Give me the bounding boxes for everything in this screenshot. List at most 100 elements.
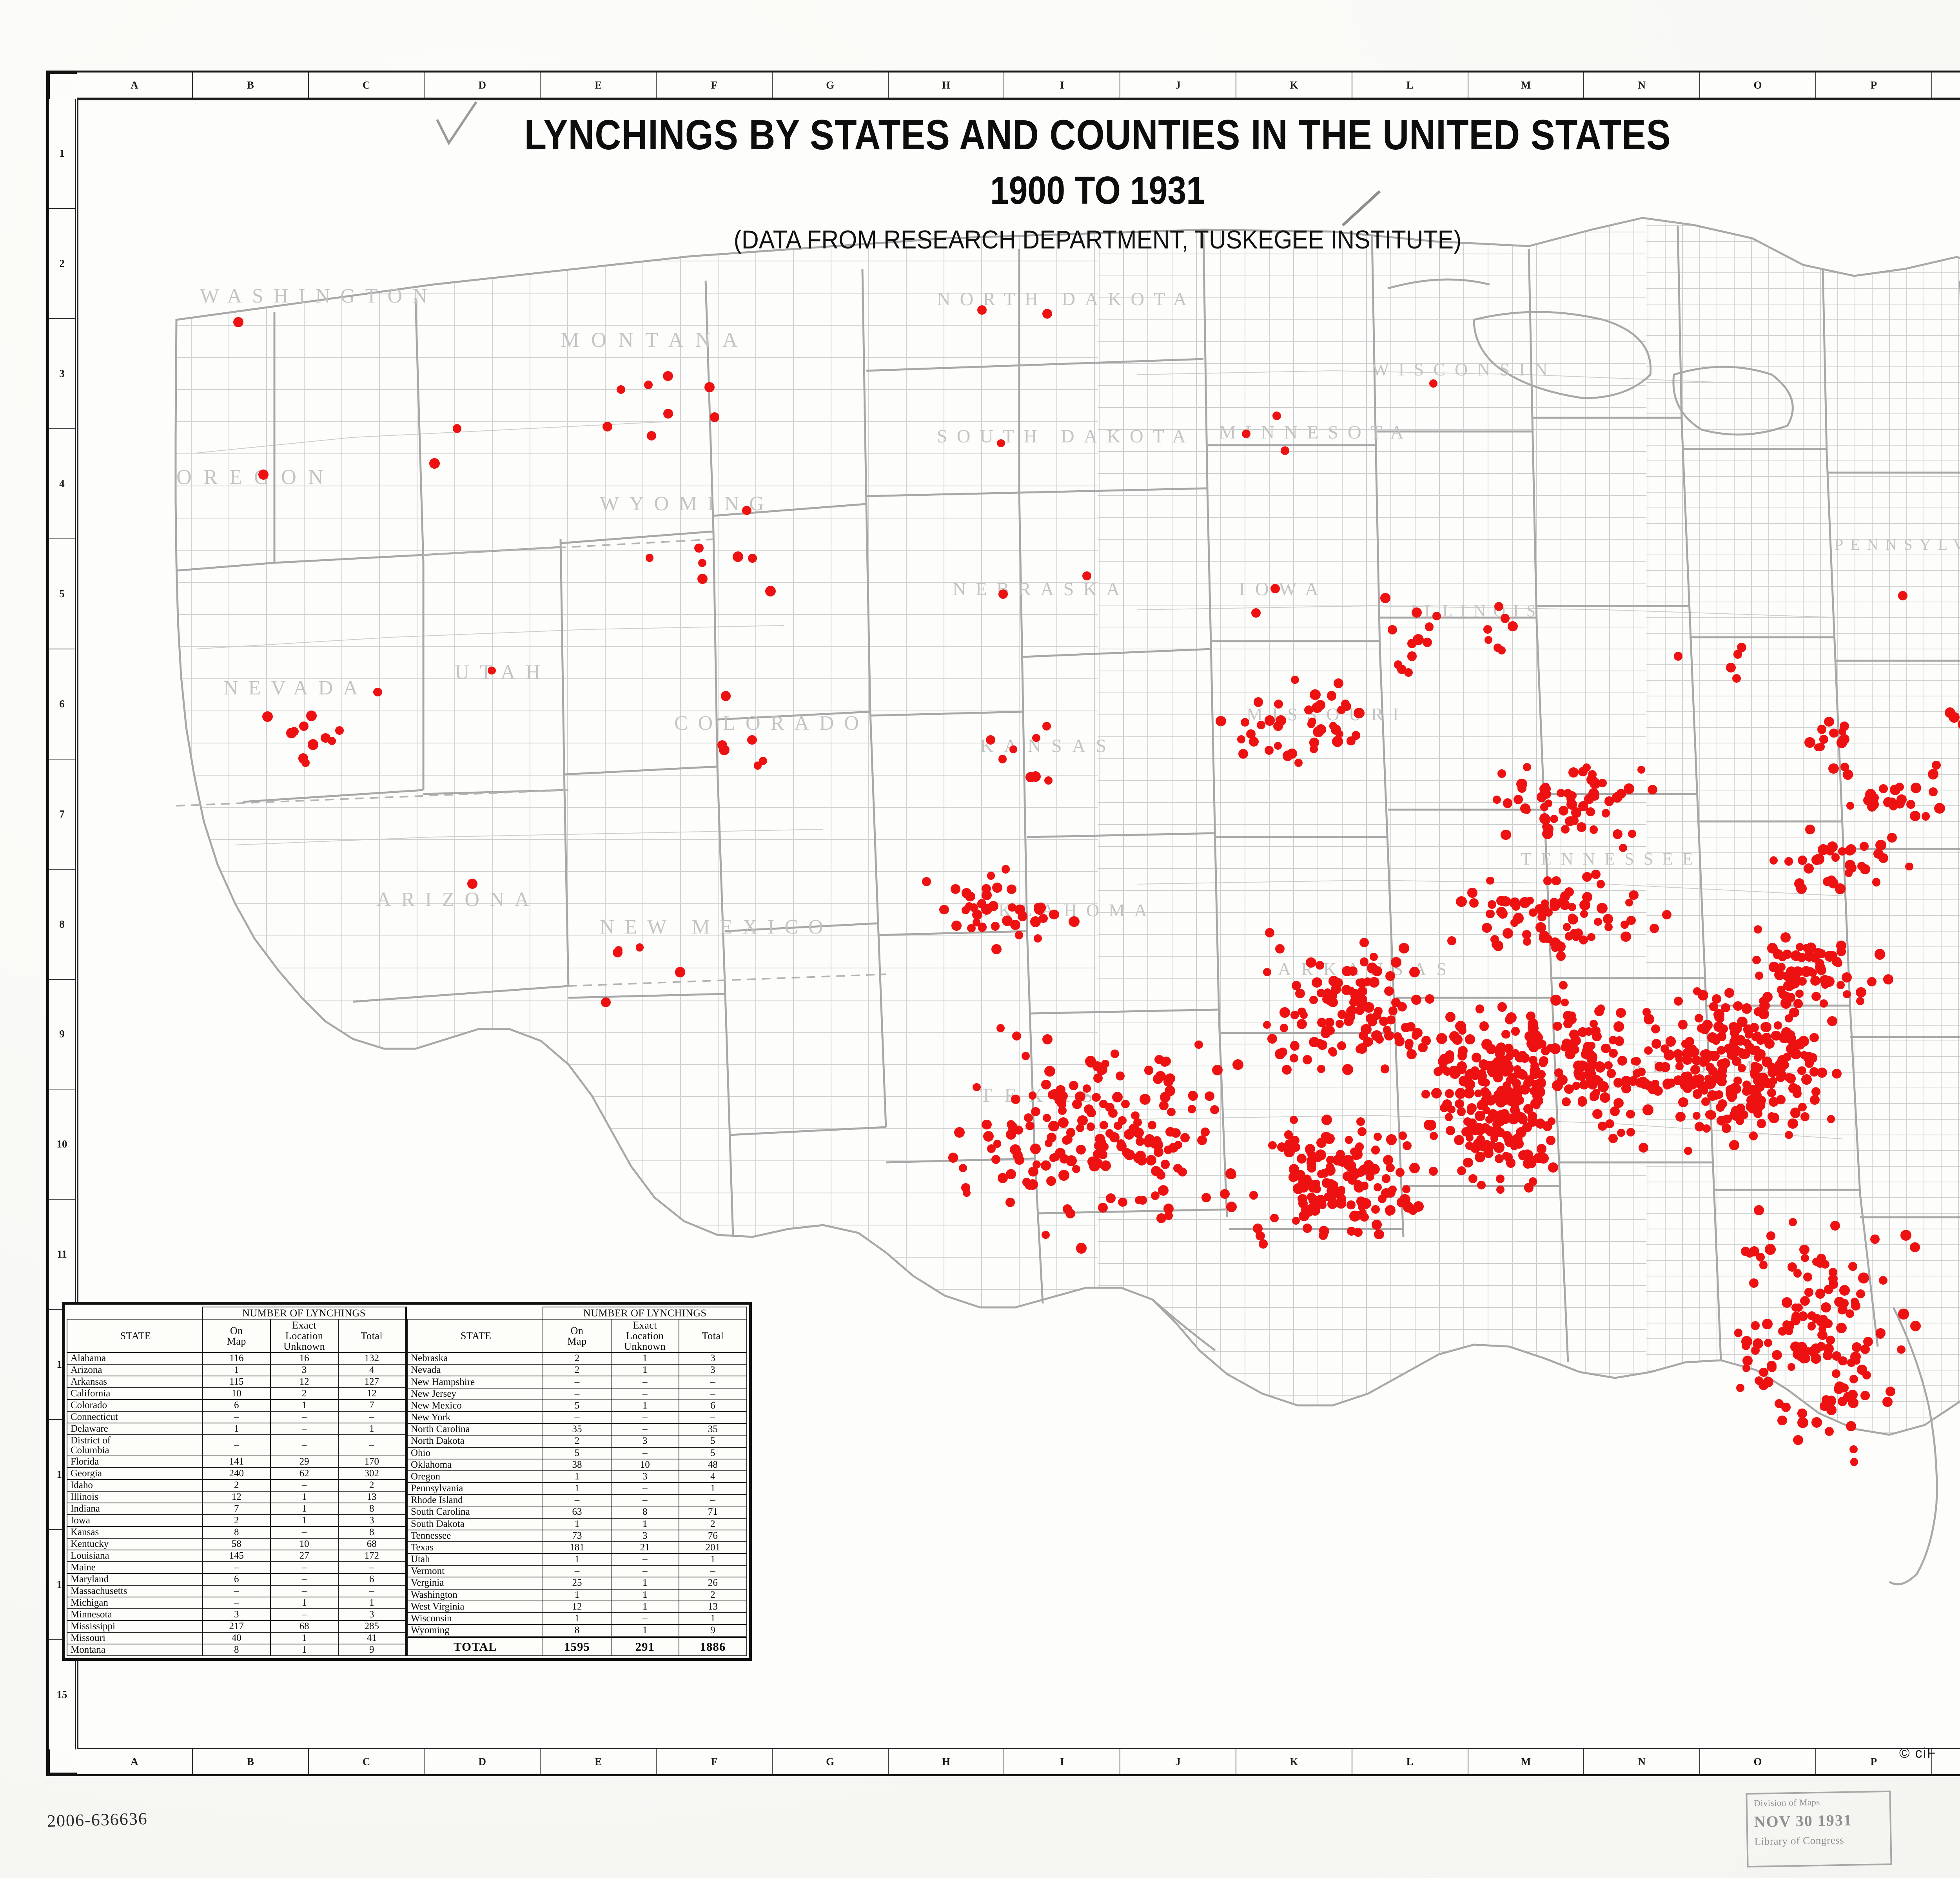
margin-index-row-7: 7 bbox=[49, 760, 75, 870]
table-row[interactable]: Colorado 6 1 7 bbox=[67, 1399, 407, 1412]
cell-on-map: 12 bbox=[543, 1600, 612, 1613]
cell-total: 2 bbox=[678, 1517, 748, 1530]
table-row[interactable]: Maine – – – bbox=[67, 1561, 407, 1574]
cell-total: 3 bbox=[338, 1608, 407, 1621]
table-row[interactable]: Utah 1–1 bbox=[407, 1553, 748, 1566]
cartouche-company-name: AMERICAN MAP COMPANY bbox=[1936, 1338, 1960, 1356]
cell-state: Louisiana bbox=[67, 1550, 203, 1563]
table-row[interactable]: North Carolina 35–35 bbox=[407, 1423, 748, 1436]
table-row[interactable]: Arizona 1 3 4 bbox=[67, 1364, 407, 1377]
table-row[interactable]: Mississippi 217 68 285 bbox=[67, 1620, 407, 1633]
table-row[interactable]: Nebraska 2 1 3 bbox=[407, 1352, 748, 1365]
loc-division-line: Division of Maps bbox=[1753, 1797, 1820, 1808]
cell-unknown: 10 bbox=[270, 1538, 339, 1551]
table-row[interactable]: Kentucky 58 10 68 bbox=[67, 1538, 407, 1551]
cell-state: Florida bbox=[67, 1456, 203, 1468]
table-row[interactable]: New York – – – bbox=[407, 1411, 748, 1424]
cell-total: 172 bbox=[338, 1550, 407, 1563]
lynching-statistics-table[interactable]: NUMBER OF LYNCHINGS STATE On Map Exact Lo… bbox=[62, 1302, 752, 1661]
cell-unknown: 21 bbox=[610, 1541, 679, 1554]
table-row[interactable]: Minnesota 3–3 bbox=[67, 1608, 407, 1621]
table-row[interactable]: New Mexico 5 1 6 bbox=[407, 1399, 748, 1412]
table-row[interactable]: West Virginia 12 1 13 bbox=[407, 1600, 748, 1613]
table-row[interactable]: Tennessee 73 3 76 bbox=[407, 1529, 748, 1542]
page-title: LYNCHINGS BY STATES AND COUNTIES IN THE … bbox=[524, 111, 1671, 158]
table-row[interactable]: Georgia 240 62 302 bbox=[67, 1467, 407, 1480]
table-row[interactable]: Kansas 8–8 bbox=[67, 1526, 407, 1539]
table-row[interactable]: Rhode Island – – – bbox=[407, 1494, 748, 1507]
table-row[interactable]: Delaware 1–1 bbox=[67, 1423, 407, 1436]
cell-state: Delaware bbox=[67, 1423, 203, 1436]
cell-unknown: 29 bbox=[270, 1456, 339, 1468]
table-row[interactable]: Nevada 2 1 3 bbox=[407, 1364, 748, 1377]
table-row[interactable]: Michigan –1 1 bbox=[67, 1597, 407, 1610]
cell-state: Massachusetts bbox=[67, 1585, 203, 1598]
cell-on-map: 6 bbox=[202, 1573, 271, 1586]
cell-on-map: 1 bbox=[543, 1553, 612, 1566]
cell-state: Missouri bbox=[67, 1632, 203, 1645]
table-row[interactable]: Idaho 2–2 bbox=[67, 1479, 407, 1492]
cell-total: 12 bbox=[338, 1387, 407, 1400]
cell-total: – bbox=[338, 1434, 407, 1457]
left-col-total: Total bbox=[338, 1319, 407, 1353]
table-row[interactable]: Wisconsin 1–1 bbox=[407, 1612, 748, 1625]
margin-index-col-P: P bbox=[1816, 73, 1932, 98]
table-row[interactable]: Louisiana 145 27 172 bbox=[67, 1550, 407, 1563]
table-row[interactable]: Washington 1 1 2 bbox=[407, 1588, 748, 1601]
table-row[interactable]: Ohio 5–5 bbox=[407, 1447, 748, 1459]
cell-on-map: 8 bbox=[543, 1624, 612, 1637]
cell-state: New Jersey bbox=[407, 1387, 544, 1400]
table-row[interactable]: New Hampshire – – – bbox=[407, 1376, 748, 1389]
table-row[interactable]: Maryland 6–6 bbox=[67, 1573, 407, 1586]
table-row[interactable]: Illinois 12 1 13 bbox=[67, 1491, 407, 1504]
table-row[interactable]: Pennsylvania 1–1 bbox=[407, 1482, 748, 1495]
table-row[interactable]: South Carolina 63 8 71 bbox=[407, 1506, 748, 1519]
margin-index-col-H: H bbox=[889, 1749, 1005, 1774]
table-row[interactable]: California 10 2 12 bbox=[67, 1387, 407, 1400]
cell-total: 4 bbox=[678, 1470, 748, 1483]
cell-unknown: 1 bbox=[270, 1514, 339, 1527]
table-row[interactable]: North Dakota 2 3 5 bbox=[407, 1435, 748, 1448]
table-row[interactable]: Texas 181 21 201 bbox=[407, 1541, 748, 1554]
right-col-state: STATE bbox=[407, 1319, 544, 1353]
table-row[interactable]: South Dakota 1 1 2 bbox=[407, 1517, 748, 1530]
table-row[interactable]: Arkansas 115 12 127 bbox=[67, 1376, 407, 1389]
cell-total: 4 bbox=[338, 1364, 407, 1377]
cell-unknown: 10 bbox=[610, 1458, 679, 1471]
cell-unknown: – bbox=[610, 1376, 679, 1389]
cell-unknown: 1 bbox=[270, 1644, 339, 1657]
cell-on-map: 63 bbox=[543, 1506, 612, 1519]
table-row[interactable]: Oregon 1 3 4 bbox=[407, 1470, 748, 1483]
table-row[interactable]: Montana 8 1 9 bbox=[67, 1644, 407, 1657]
margin-index-col-K: K bbox=[1236, 73, 1352, 98]
table-row[interactable]: Indiana 7 1 8 bbox=[67, 1503, 407, 1515]
cell-unknown: 3 bbox=[270, 1364, 339, 1377]
table-row[interactable]: Florida 141 29 170 bbox=[67, 1456, 407, 1468]
cell-state: Alabama bbox=[67, 1352, 203, 1365]
table-row[interactable]: District of Columbia – – – bbox=[67, 1434, 407, 1457]
table-row[interactable]: Alabama 116 16 132 bbox=[67, 1352, 407, 1365]
table-row[interactable]: Vermont – – – bbox=[407, 1565, 748, 1578]
cell-state: West Virginia bbox=[407, 1600, 544, 1613]
table-row[interactable]: Iowa 2 1 3 bbox=[67, 1514, 407, 1527]
cell-state: Minnesota bbox=[67, 1608, 203, 1621]
table-row[interactable]: Verginia 25 1 26 bbox=[407, 1577, 748, 1590]
table-row[interactable]: Connecticut – – – bbox=[67, 1411, 407, 1424]
table-row[interactable]: Oklahoma 38 10 48 bbox=[407, 1458, 748, 1471]
cell-total: 5 bbox=[678, 1447, 748, 1459]
cell-state: Maryland bbox=[67, 1573, 203, 1586]
cell-on-map: 116 bbox=[202, 1352, 271, 1365]
table-row[interactable]: Wyoming 8 1 9 bbox=[407, 1624, 748, 1637]
table-row[interactable]: New Jersey – – – bbox=[407, 1387, 748, 1400]
table-row[interactable]: Missouri 40 1 41 bbox=[67, 1632, 407, 1645]
total-unknown: 291 bbox=[610, 1636, 679, 1657]
cell-state: California bbox=[67, 1387, 203, 1400]
cell-unknown: 1 bbox=[610, 1588, 679, 1601]
cell-state: Montana bbox=[67, 1644, 203, 1657]
cell-on-map: 10 bbox=[202, 1387, 271, 1400]
table-row[interactable]: Massachusetts – – – bbox=[67, 1585, 407, 1598]
cell-unknown: 1 bbox=[610, 1352, 679, 1365]
cell-unknown: 1 bbox=[610, 1624, 679, 1637]
cell-on-map: – bbox=[543, 1376, 612, 1389]
total-label: TOTAL bbox=[407, 1636, 544, 1657]
